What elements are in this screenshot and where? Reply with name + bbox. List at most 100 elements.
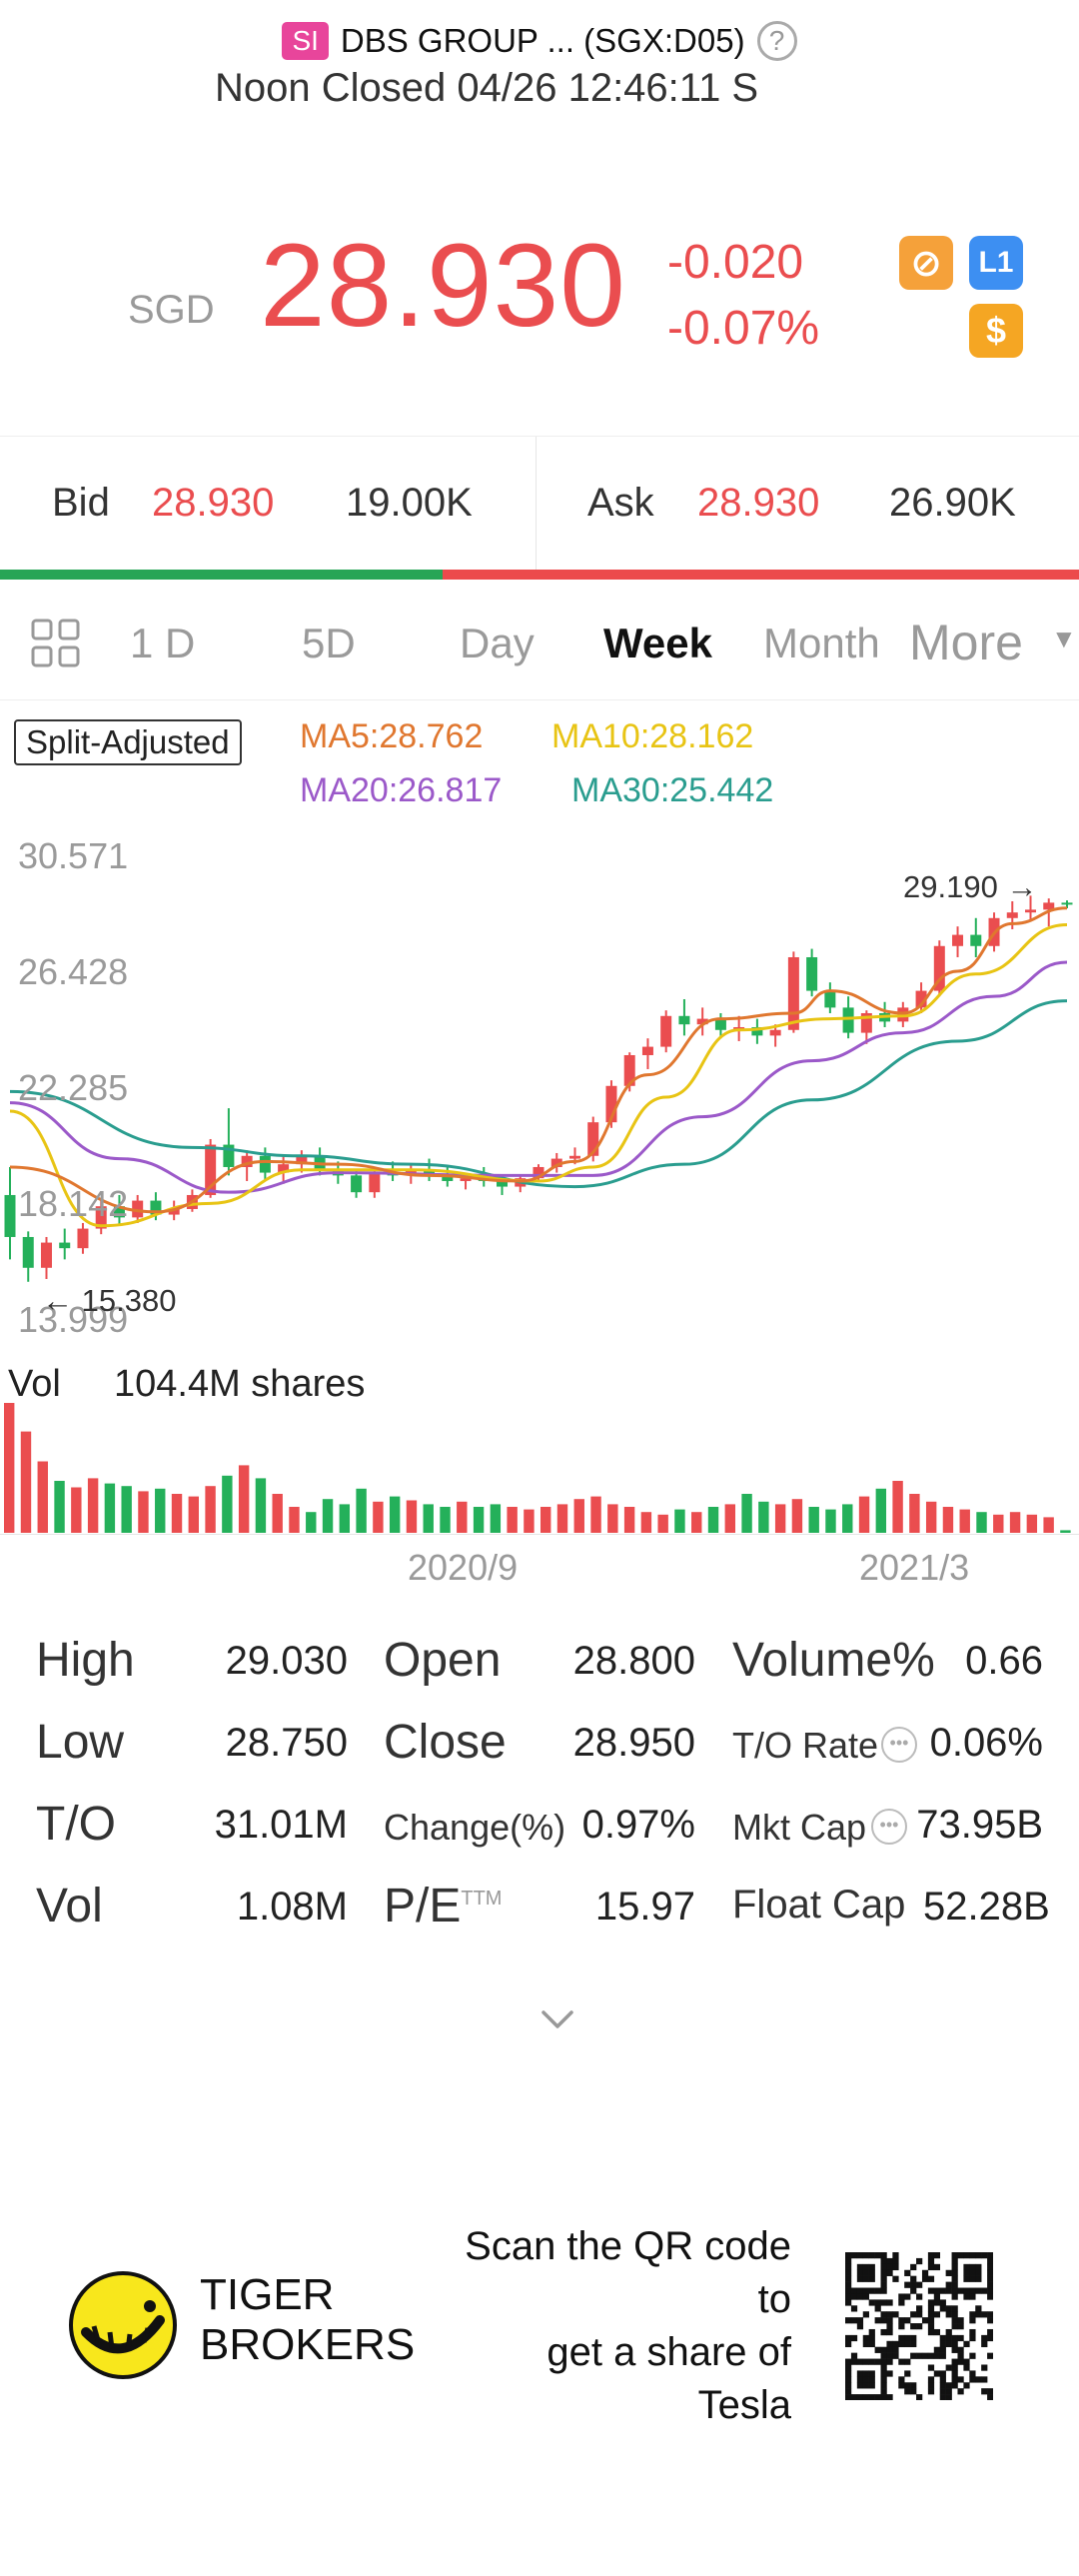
ma30-line (9, 999, 1068, 1189)
candle-body (40, 1242, 52, 1268)
ma5-line (9, 906, 1068, 1214)
expand-chevron-icon[interactable] (538, 2004, 577, 2034)
y-tick-label: 13.999 (18, 1299, 129, 1340)
more-info-icon[interactable]: ••• (871, 1809, 907, 1845)
volume-baseline (0, 1534, 1079, 1535)
candle-body (751, 1026, 763, 1036)
stat-value-vol: 1.08M (236, 1885, 348, 1929)
volume-bar (171, 1494, 183, 1533)
volume-bar (657, 1514, 668, 1533)
stat-value-high: 29.030 (225, 1639, 348, 1683)
qr-code-icon[interactable] (845, 2252, 993, 2400)
volume-bar (976, 1512, 987, 1533)
candle-body (641, 1046, 653, 1055)
volume-bar (238, 1465, 250, 1533)
brand-line-1: TIGER (200, 2270, 335, 2319)
candle-body (714, 1018, 726, 1030)
candle-body (113, 1206, 125, 1218)
y-tick-label: 18.142 (18, 1183, 129, 1224)
ask-label: Ask (587, 481, 654, 525)
stat-value-low: 28.750 (225, 1721, 348, 1765)
candle-body (296, 1155, 308, 1165)
stat-label-market-cap: Mkt Cap (732, 1807, 867, 1848)
currency-label: SGD (128, 288, 215, 332)
volume-bar (20, 1431, 32, 1533)
more-info-icon[interactable]: ••• (881, 1727, 917, 1763)
stat-value-open: 28.800 (572, 1639, 695, 1683)
stat-label-turnover-rate: T/O Rate (732, 1725, 879, 1766)
x-tick-label: 2021/3 (859, 1547, 970, 1588)
price-change: -0.020 (667, 236, 804, 289)
volume-bar (875, 1488, 887, 1533)
tab-5d[interactable]: 5D (302, 620, 356, 666)
ask-quantity: 26.90K (889, 481, 1016, 525)
candle-body (59, 1242, 71, 1249)
ma10-line (9, 923, 1068, 1228)
volume-bar (858, 1496, 870, 1533)
dollar-icon[interactable]: $ (969, 304, 1023, 358)
stat-label-high: High (36, 1634, 135, 1687)
volume-bar (255, 1478, 267, 1533)
tab-week[interactable]: Week (603, 620, 712, 666)
candle-body (278, 1164, 290, 1173)
stat-value-float-cap: 52.28B (923, 1885, 1050, 1929)
stat-label-volume-pct: Volume% (732, 1634, 935, 1687)
stat-label-float-cap: Float Cap (732, 1883, 906, 1927)
volume-bar (909, 1494, 920, 1533)
candle-body (933, 945, 945, 991)
candle-body (860, 1012, 872, 1033)
split-adjusted-toggle[interactable]: Split-Adjusted (14, 719, 242, 765)
high-marker: 29.190 → (903, 869, 1038, 904)
volume-bar (121, 1486, 132, 1533)
low-marker: ← 15.380 (42, 1283, 177, 1318)
stock-title: DBS GROUP ... (SGX:D05) (340, 22, 745, 59)
promo-text: Scan the QR code to get a share of Tesla (430, 2220, 791, 2432)
stat-label-low: Low (36, 1716, 125, 1769)
volume-bar (490, 1504, 502, 1533)
tab-more[interactable]: More (909, 615, 1023, 670)
promo-line-4: Tesla (697, 2383, 791, 2427)
volume-bar (507, 1507, 518, 1533)
candle-body (442, 1175, 454, 1181)
layout-grid-icon[interactable] (30, 618, 82, 669)
volume-bar (556, 1504, 568, 1533)
volume-bar (758, 1501, 769, 1533)
candle-body (842, 1007, 854, 1033)
volume-bar (4, 1403, 15, 1533)
stat-label-turnover: T/O (36, 1798, 116, 1851)
volume-bar (205, 1486, 216, 1533)
volume-bar (289, 1507, 300, 1533)
stat-value-volume-pct: 0.66 (965, 1639, 1043, 1683)
volume-bar (691, 1512, 702, 1533)
chevron-down-icon[interactable]: ▼ (1051, 624, 1077, 653)
help-icon[interactable]: ? (756, 21, 797, 61)
volume-bar (1043, 1517, 1054, 1533)
no-short-icon[interactable]: ⊘ (899, 236, 953, 290)
candle-body (696, 1018, 708, 1025)
brand-name: TIGER BROKERS (200, 2270, 415, 2370)
volume-bar (71, 1487, 82, 1533)
volume-bar (590, 1496, 601, 1533)
volume-bar (607, 1504, 618, 1533)
stat-value-turnover-rate: 0.06% (929, 1721, 1043, 1765)
candle-body (168, 1208, 180, 1215)
stat-value-pe: 15.97 (594, 1885, 695, 1929)
volume-bar (540, 1507, 551, 1533)
stat-label-close: Close (384, 1716, 507, 1769)
level1-icon[interactable]: L1 (969, 236, 1023, 290)
volume-bar (573, 1499, 584, 1533)
tab-1d[interactable]: 1 D (130, 620, 196, 666)
candle-body (660, 1015, 672, 1047)
ma5-label: MA5:28.762 (300, 717, 484, 755)
stat-value-change-pct: 0.97% (581, 1803, 695, 1847)
price-change-pct: -0.07% (667, 302, 820, 355)
candle-body (915, 990, 927, 1008)
candle-body (970, 934, 982, 946)
stat-value-close: 28.950 (572, 1721, 695, 1765)
ask-volume-bar (443, 570, 1079, 580)
tab-month[interactable]: Month (763, 620, 880, 666)
tab-day[interactable]: Day (460, 620, 535, 666)
ttm-superscript: TTM (461, 1888, 503, 1910)
candlestick-chart[interactable] (0, 819, 1079, 1369)
volume-bar (440, 1507, 451, 1533)
